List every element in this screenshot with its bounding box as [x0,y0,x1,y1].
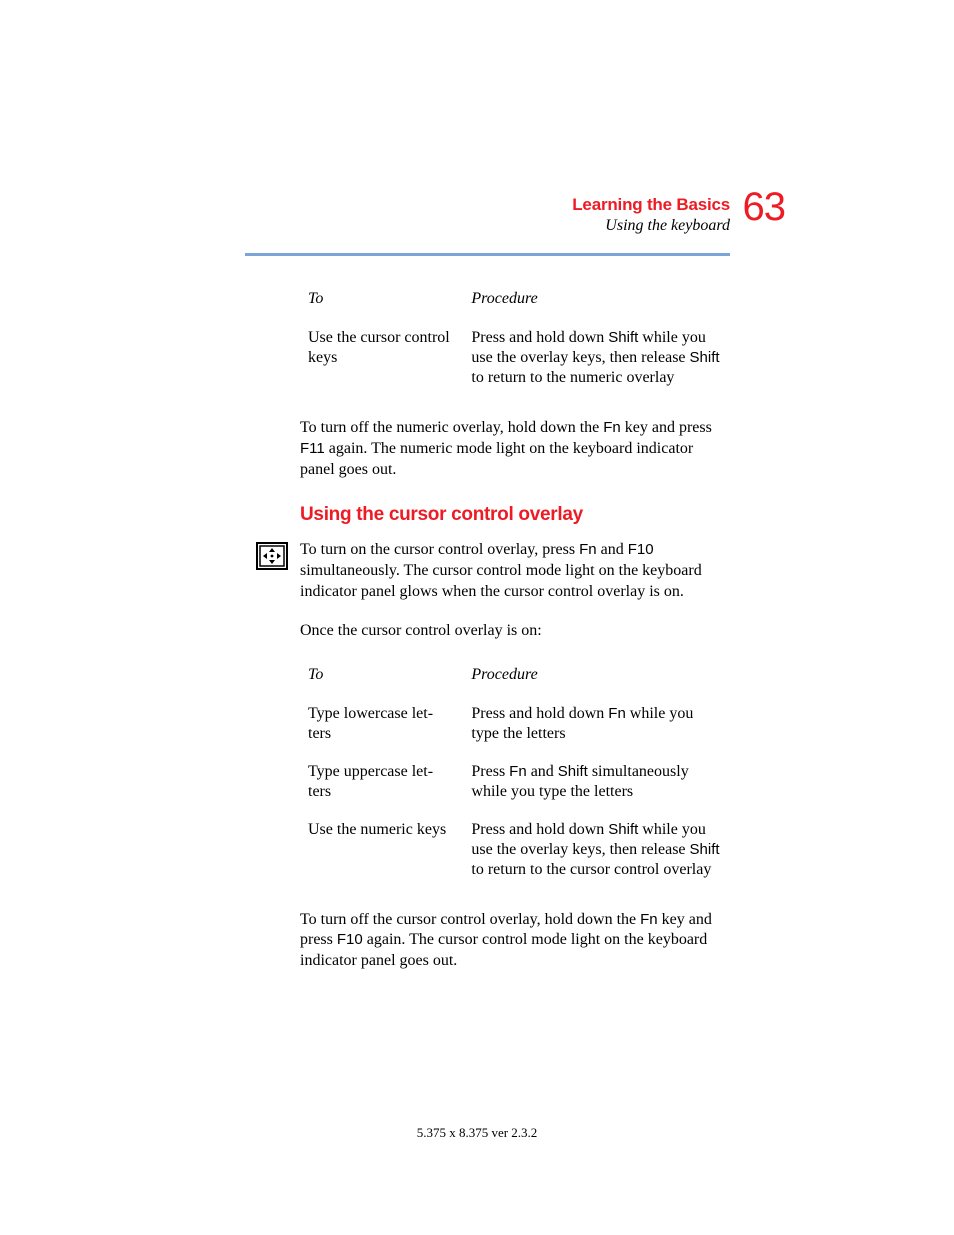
body-paragraph: To turn off the numeric overlay, hold do… [300,418,730,480]
cell-to: Use the cursor control keys [300,322,463,400]
cell-procedure: Press and hold down Shift while you use … [463,322,730,400]
page-number: 63 [743,185,786,230]
chapter-title: Learning the Basics [300,195,730,215]
table2-body: Type lowercase let-tersPress and hold do… [300,698,730,892]
table-row: Type uppercase let-tersPress Fn and Shif… [300,756,730,814]
cell-to: Type lowercase let-ters [300,698,463,756]
cursor-control-icon [256,542,288,570]
table-row: Use the numeric keysPress and hold down … [300,814,730,892]
procedure-table-2: To Procedure Type lowercase let-tersPres… [300,660,730,892]
icon-paragraph-wrap: To turn on the cursor control overlay, p… [300,540,730,602]
table-row: Use the cursor control keysPress and hol… [300,322,730,400]
content-column: Learning the Basics Using the keyboard 6… [300,195,730,990]
body-paragraph: To turn on the cursor control overlay, p… [300,540,730,602]
body-paragraph: Once the cursor control overlay is on: [300,621,730,642]
procedure-table-1: To Procedure Use the cursor control keys… [300,284,730,400]
table-row: Type lowercase let-tersPress and hold do… [300,698,730,756]
subheading: Using the cursor control overlay [300,504,730,526]
running-header: Learning the Basics Using the keyboard 6… [300,195,730,235]
cell-to: Type uppercase let-ters [300,756,463,814]
body-paragraph: To turn off the cursor control overlay, … [300,910,730,972]
table-header-procedure: Procedure [463,284,730,322]
table-header-to: To [300,660,463,698]
table1-body: Use the cursor control keysPress and hol… [300,322,730,400]
cell-procedure: Press and hold down Fn while you type th… [463,698,730,756]
table-header-procedure: Procedure [463,660,730,698]
table-header-to: To [300,284,463,322]
page-footer: 5.375 x 8.375 ver 2.3.2 [0,1125,954,1141]
page: Learning the Basics Using the keyboard 6… [0,0,954,1235]
cell-to: Use the numeric keys [300,814,463,892]
section-title: Using the keyboard [300,217,730,235]
cell-procedure: Press Fn and Shift simultaneously while … [463,756,730,814]
header-rule [245,253,730,256]
cell-procedure: Press and hold down Shift while you use … [463,814,730,892]
